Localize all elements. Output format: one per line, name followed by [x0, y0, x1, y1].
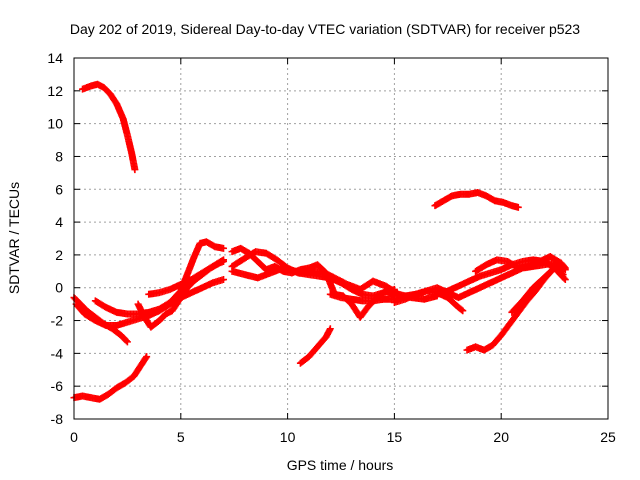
y-tick-label: 10: [47, 116, 63, 132]
y-tick-label: 14: [47, 50, 63, 66]
series-arc-16: [431, 189, 522, 211]
y-tick-label: -6: [51, 378, 64, 394]
series-arc-11: [228, 264, 441, 303]
data-point: [220, 256, 228, 264]
data-point: [218, 257, 226, 265]
chart-title: Day 202 of 2019, Sidereal Day-to-day VTE…: [70, 21, 580, 37]
x-tick-label: 15: [387, 429, 403, 445]
data-point: [514, 203, 522, 211]
x-tick-label: 5: [177, 429, 185, 445]
data-point: [123, 338, 131, 346]
y-tick-label: 12: [47, 83, 63, 99]
y-tick-label: -4: [51, 345, 64, 361]
data-point: [458, 306, 466, 314]
y-axis-label: SDTVAR / TECUs: [6, 182, 22, 294]
y-tick-label: 8: [55, 148, 63, 164]
y-tick-label: -8: [51, 411, 64, 427]
data-point: [220, 244, 228, 252]
y-axis: -8 -6 -4 -2 0 2 4 6 8 10 12 14: [47, 50, 608, 427]
y-tick-label: 4: [55, 214, 63, 230]
data-point: [560, 274, 568, 282]
x-tick-label: 20: [493, 429, 509, 445]
data-point: [131, 166, 139, 174]
y-tick-label: -2: [51, 313, 64, 329]
series-arc-5: [91, 238, 228, 318]
data-point: [326, 325, 334, 333]
plot-area: [70, 80, 569, 403]
series-arc-2: [70, 353, 151, 403]
data-point: [142, 354, 150, 362]
x-tick-label: 10: [280, 429, 296, 445]
series-arc-8: [296, 325, 334, 367]
plot-frame: [73, 57, 609, 420]
grid: [74, 58, 608, 419]
x-axis: 0 5 10 15 20 25: [70, 58, 616, 445]
data-point: [220, 276, 228, 284]
data-point: [560, 263, 568, 271]
x-tick-label: 0: [70, 429, 78, 445]
y-tick-label: 0: [55, 280, 63, 296]
data-point: [561, 264, 569, 272]
x-axis-label: GPS time / hours: [287, 457, 394, 473]
series-arc-7: [145, 256, 228, 298]
data-point: [122, 337, 130, 345]
x-tick-label: 25: [600, 429, 616, 445]
data-point: [143, 353, 151, 361]
data-point: [459, 307, 467, 315]
data-point: [561, 276, 569, 284]
y-tick-label: 6: [55, 181, 63, 197]
series-arc-1: [79, 80, 139, 174]
y-tick-label: 2: [55, 247, 63, 263]
series-arc-18: [508, 264, 569, 316]
